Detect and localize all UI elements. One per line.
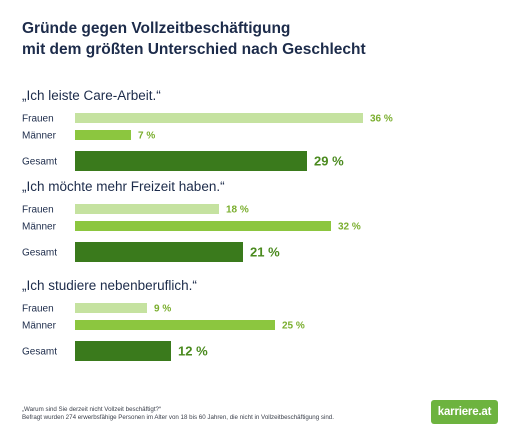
- data-label: 36 %: [370, 114, 393, 125]
- bar: [75, 204, 219, 214]
- data-label: 21 %: [250, 245, 280, 260]
- row-label: Gesamt: [22, 157, 57, 168]
- row-label: Frauen: [22, 205, 54, 216]
- chart-title: Gründe gegen Vollzeitbeschäftigung mit d…: [22, 18, 366, 60]
- row-label: Gesamt: [22, 347, 57, 358]
- footer-note: „Warum sind Sie derzeit nicht Vollzeit b…: [22, 406, 334, 422]
- row-label: Männer: [22, 222, 57, 233]
- data-label: 7 %: [138, 131, 155, 142]
- data-label: 25 %: [282, 321, 305, 332]
- bar: [75, 221, 331, 231]
- row-label: Gesamt: [22, 248, 57, 259]
- row-label: Frauen: [22, 114, 54, 125]
- group-title: „Ich studiere nebenberuflich.“: [22, 278, 197, 293]
- data-label: 29 %: [314, 154, 344, 169]
- row-label: Männer: [22, 321, 57, 332]
- data-label: 9 %: [154, 304, 171, 315]
- bar: [75, 151, 307, 171]
- chart-title-line-1: Gründe gegen Vollzeitbeschäftigung: [22, 20, 291, 37]
- group-title: „Ich leiste Care-Arbeit.“: [22, 88, 161, 103]
- bar: [75, 303, 147, 313]
- karriere-logo: karriere.at: [431, 400, 498, 424]
- bar: [75, 320, 275, 330]
- bar: [75, 130, 131, 140]
- bar: [75, 113, 363, 123]
- footer-sample: Befragt wurden 274 erwerbsfähige Persone…: [22, 414, 334, 421]
- row-label: Männer: [22, 131, 57, 142]
- data-label: 18 %: [226, 205, 249, 216]
- group-title: „Ich möchte mehr Freizeit haben.“: [22, 179, 225, 194]
- row-label: Frauen: [22, 304, 54, 315]
- footer-question: „Warum sind Sie derzeit nicht Vollzeit b…: [22, 406, 162, 413]
- bar: [75, 242, 243, 262]
- data-label: 12 %: [178, 344, 208, 359]
- chart-title-line-2: mit dem größten Unterschied nach Geschle…: [22, 41, 366, 58]
- bar: [75, 341, 171, 361]
- data-label: 32 %: [338, 222, 361, 233]
